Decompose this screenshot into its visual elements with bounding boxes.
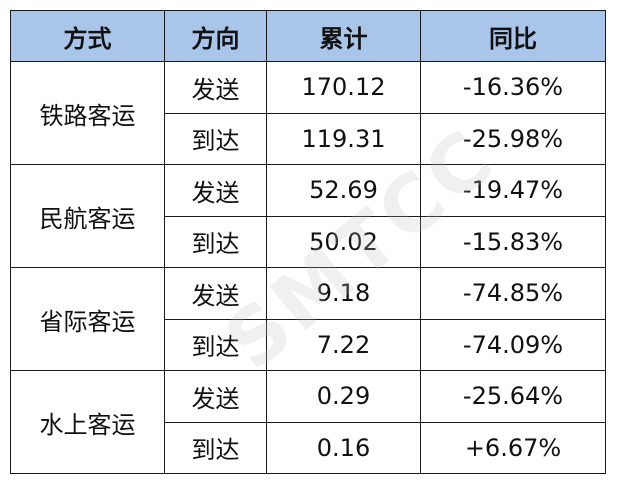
- cumulative-cell: 119.31: [266, 112, 421, 165]
- direction-cell: 发送: [164, 267, 267, 320]
- table-row: 省际客运 发送 9.18 -74.85%: [10, 267, 606, 371]
- mode-cell: 省际客运: [10, 267, 165, 371]
- yoy-cell: -25.98%: [420, 112, 606, 165]
- direction-cell: 到达: [164, 215, 267, 268]
- direction-cell: 发送: [164, 164, 267, 217]
- yoy-cell: -15.83%: [420, 215, 606, 268]
- yoy-cell: -19.47%: [420, 164, 606, 217]
- direction-cell: 到达: [164, 318, 267, 371]
- mode-cell: 铁路客运: [10, 61, 165, 165]
- table-row: 水上客运 发送 0.29 -25.64%: [10, 370, 606, 474]
- yoy-cell: -25.64%: [420, 370, 606, 423]
- direction-cell: 到达: [164, 112, 267, 165]
- mode-cell: 水上客运: [10, 370, 165, 474]
- header-direction: 方向: [164, 10, 267, 62]
- cumulative-cell: 7.22: [266, 318, 421, 371]
- transport-stats-table: 方式 方向 累计 同比 铁路客运 发送 170.12 -16.36% 到达 11…: [10, 10, 606, 474]
- table-row: 到达 7.22 -74.09%: [11, 318, 606, 371]
- direction-cell: 到达: [164, 421, 267, 474]
- header-mode: 方式: [10, 10, 165, 62]
- yoy-cell: -74.09%: [420, 318, 606, 371]
- header-cumulative: 累计: [266, 10, 421, 62]
- table-row: 到达 0.16 +6.67%: [11, 421, 606, 474]
- cumulative-cell: 0.29: [266, 370, 421, 423]
- yoy-cell: -74.85%: [420, 267, 606, 320]
- cumulative-cell: 0.16: [266, 421, 421, 474]
- header-row: 方式 方向 累计 同比: [10, 10, 606, 62]
- table-row: 到达 119.31 -25.98%: [11, 112, 606, 165]
- direction-cell: 发送: [164, 61, 267, 114]
- cumulative-cell: 9.18: [266, 267, 421, 320]
- mode-cell: 民航客运: [10, 164, 165, 268]
- direction-cell: 发送: [164, 370, 267, 423]
- yoy-cell: +6.67%: [420, 421, 606, 474]
- table-row: 民航客运 发送 52.69 -19.47%: [10, 164, 606, 268]
- header-yoy: 同比: [420, 10, 606, 62]
- cumulative-cell: 170.12: [266, 61, 421, 114]
- yoy-cell: -16.36%: [420, 61, 606, 114]
- cumulative-cell: 50.02: [266, 215, 421, 268]
- cumulative-cell: 52.69: [266, 164, 421, 217]
- table-row: 铁路客运 发送 170.12 -16.36%: [10, 61, 606, 165]
